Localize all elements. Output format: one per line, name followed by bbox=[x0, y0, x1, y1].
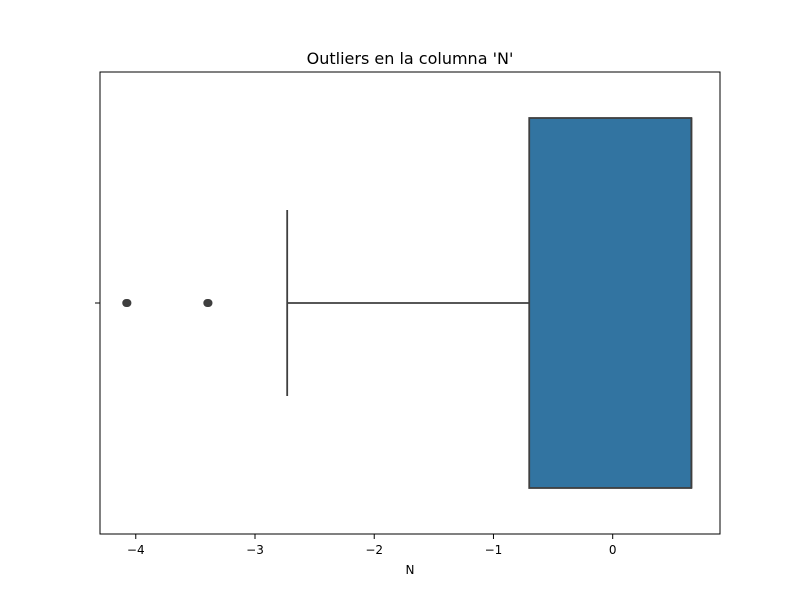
x-tick-label: 0 bbox=[609, 543, 617, 557]
x-axis-label: N bbox=[406, 563, 415, 577]
chart-title: Outliers en la columna 'N' bbox=[307, 49, 514, 68]
x-tick-label: −1 bbox=[485, 543, 503, 557]
box-iqr bbox=[528, 117, 693, 489]
x-tick-label: −3 bbox=[246, 543, 264, 557]
x-tick-label: −4 bbox=[127, 543, 145, 557]
outlier-point bbox=[123, 299, 132, 307]
x-tick-label: −2 bbox=[365, 543, 383, 557]
outlier-point bbox=[204, 299, 213, 307]
